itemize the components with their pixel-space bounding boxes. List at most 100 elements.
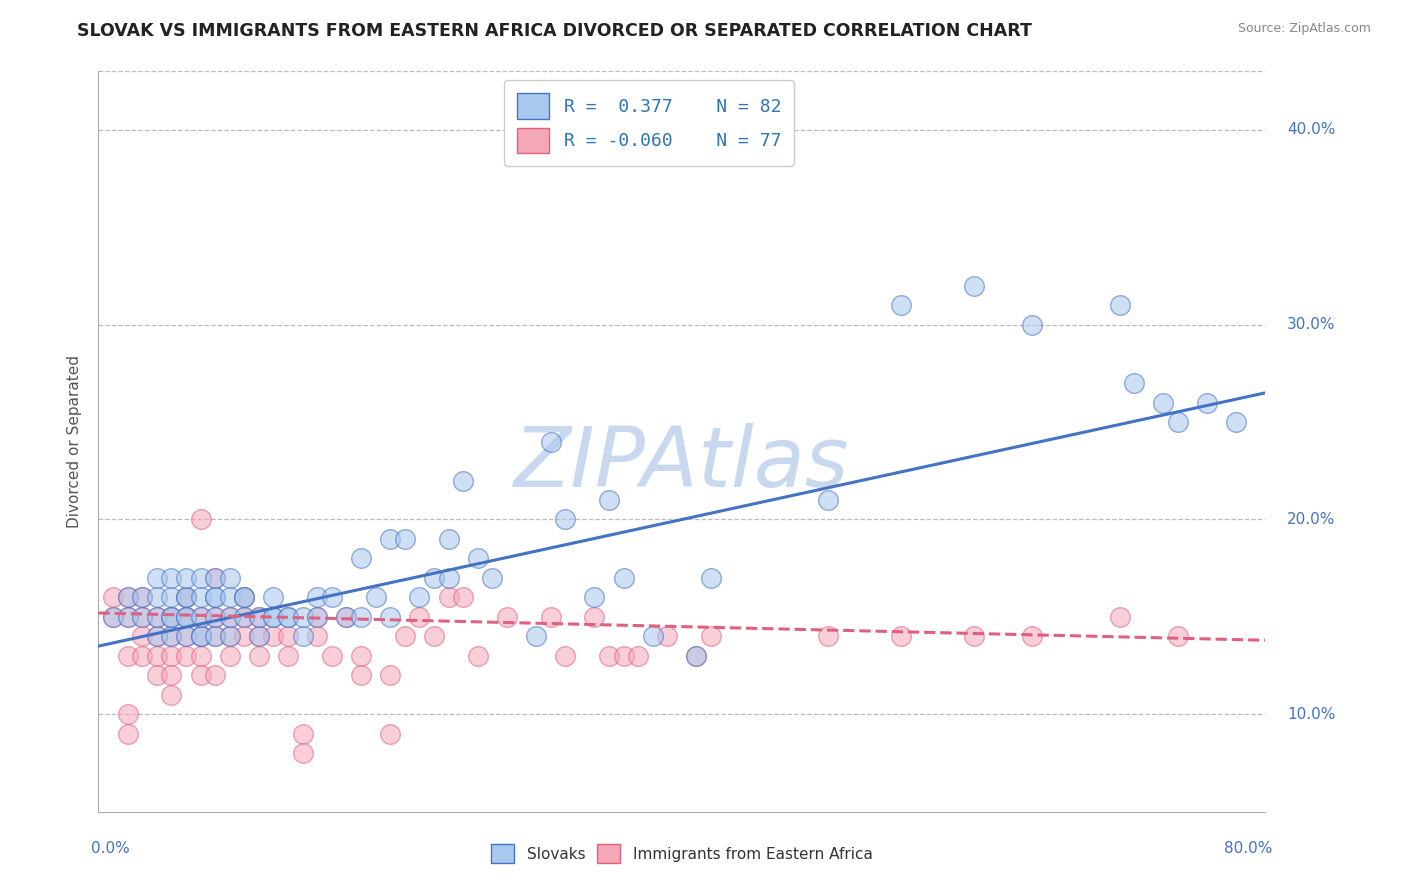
- Point: [146, 668, 169, 682]
- Point: [174, 591, 197, 605]
- Point: [263, 610, 285, 624]
- Point: [233, 610, 256, 624]
- Point: [394, 629, 416, 643]
- Point: [408, 591, 430, 605]
- Text: 80.0%: 80.0%: [1225, 841, 1272, 856]
- Point: [117, 591, 139, 605]
- Point: [190, 629, 212, 643]
- Point: [437, 591, 460, 605]
- Point: [190, 571, 212, 585]
- Point: [364, 591, 387, 605]
- Point: [890, 629, 912, 643]
- Point: [685, 648, 707, 663]
- Point: [481, 571, 503, 585]
- Point: [350, 551, 373, 566]
- Point: [890, 298, 912, 312]
- Point: [204, 629, 226, 643]
- Point: [657, 629, 679, 643]
- Point: [160, 571, 183, 585]
- Point: [117, 727, 139, 741]
- Point: [117, 707, 139, 722]
- Point: [204, 629, 226, 643]
- Point: [380, 727, 402, 741]
- Point: [131, 629, 153, 643]
- Point: [1167, 415, 1189, 429]
- Point: [146, 610, 169, 624]
- Point: [277, 629, 299, 643]
- Point: [117, 610, 139, 624]
- Point: [190, 591, 212, 605]
- Point: [190, 512, 212, 526]
- Point: [117, 610, 139, 624]
- Point: [218, 629, 240, 643]
- Point: [291, 746, 314, 760]
- Point: [101, 591, 124, 605]
- Point: [685, 648, 707, 663]
- Point: [160, 610, 183, 624]
- Point: [307, 629, 329, 643]
- Point: [598, 648, 620, 663]
- Point: [174, 610, 197, 624]
- Point: [1225, 415, 1247, 429]
- Point: [204, 610, 226, 624]
- Point: [583, 591, 606, 605]
- Point: [451, 474, 474, 488]
- Point: [467, 551, 489, 566]
- Point: [554, 648, 576, 663]
- Point: [204, 571, 226, 585]
- Point: [190, 610, 212, 624]
- Point: [524, 629, 547, 643]
- Point: [263, 610, 285, 624]
- Point: [160, 648, 183, 663]
- Point: [218, 591, 240, 605]
- Point: [598, 493, 620, 508]
- Legend: Slovaks, Immigrants from Eastern Africa: Slovaks, Immigrants from Eastern Africa: [484, 837, 880, 871]
- Point: [380, 532, 402, 546]
- Point: [218, 648, 240, 663]
- Point: [233, 591, 256, 605]
- Point: [204, 591, 226, 605]
- Point: [613, 571, 636, 585]
- Point: [1123, 376, 1146, 390]
- Point: [583, 610, 606, 624]
- Text: 0.0%: 0.0%: [91, 841, 129, 856]
- Point: [700, 629, 723, 643]
- Point: [160, 610, 183, 624]
- Point: [204, 668, 226, 682]
- Point: [291, 629, 314, 643]
- Point: [174, 648, 197, 663]
- Point: [233, 591, 256, 605]
- Point: [1197, 395, 1219, 409]
- Point: [146, 610, 169, 624]
- Point: [641, 629, 664, 643]
- Point: [291, 610, 314, 624]
- Point: [277, 610, 299, 624]
- Point: [496, 610, 519, 624]
- Point: [247, 610, 270, 624]
- Point: [146, 591, 169, 605]
- Point: [131, 591, 153, 605]
- Point: [204, 591, 226, 605]
- Point: [160, 688, 183, 702]
- Point: [174, 629, 197, 643]
- Point: [335, 610, 357, 624]
- Point: [335, 610, 357, 624]
- Point: [146, 648, 169, 663]
- Point: [190, 668, 212, 682]
- Point: [160, 610, 183, 624]
- Point: [1021, 318, 1043, 332]
- Point: [160, 629, 183, 643]
- Point: [307, 591, 329, 605]
- Point: [204, 571, 226, 585]
- Point: [962, 278, 984, 293]
- Point: [263, 629, 285, 643]
- Point: [131, 610, 153, 624]
- Point: [613, 648, 636, 663]
- Text: SLOVAK VS IMMIGRANTS FROM EASTERN AFRICA DIVORCED OR SEPARATED CORRELATION CHART: SLOVAK VS IMMIGRANTS FROM EASTERN AFRICA…: [77, 22, 1032, 40]
- Point: [233, 629, 256, 643]
- Point: [554, 512, 576, 526]
- Point: [204, 610, 226, 624]
- Point: [350, 610, 373, 624]
- Text: 10.0%: 10.0%: [1288, 706, 1336, 722]
- Point: [408, 610, 430, 624]
